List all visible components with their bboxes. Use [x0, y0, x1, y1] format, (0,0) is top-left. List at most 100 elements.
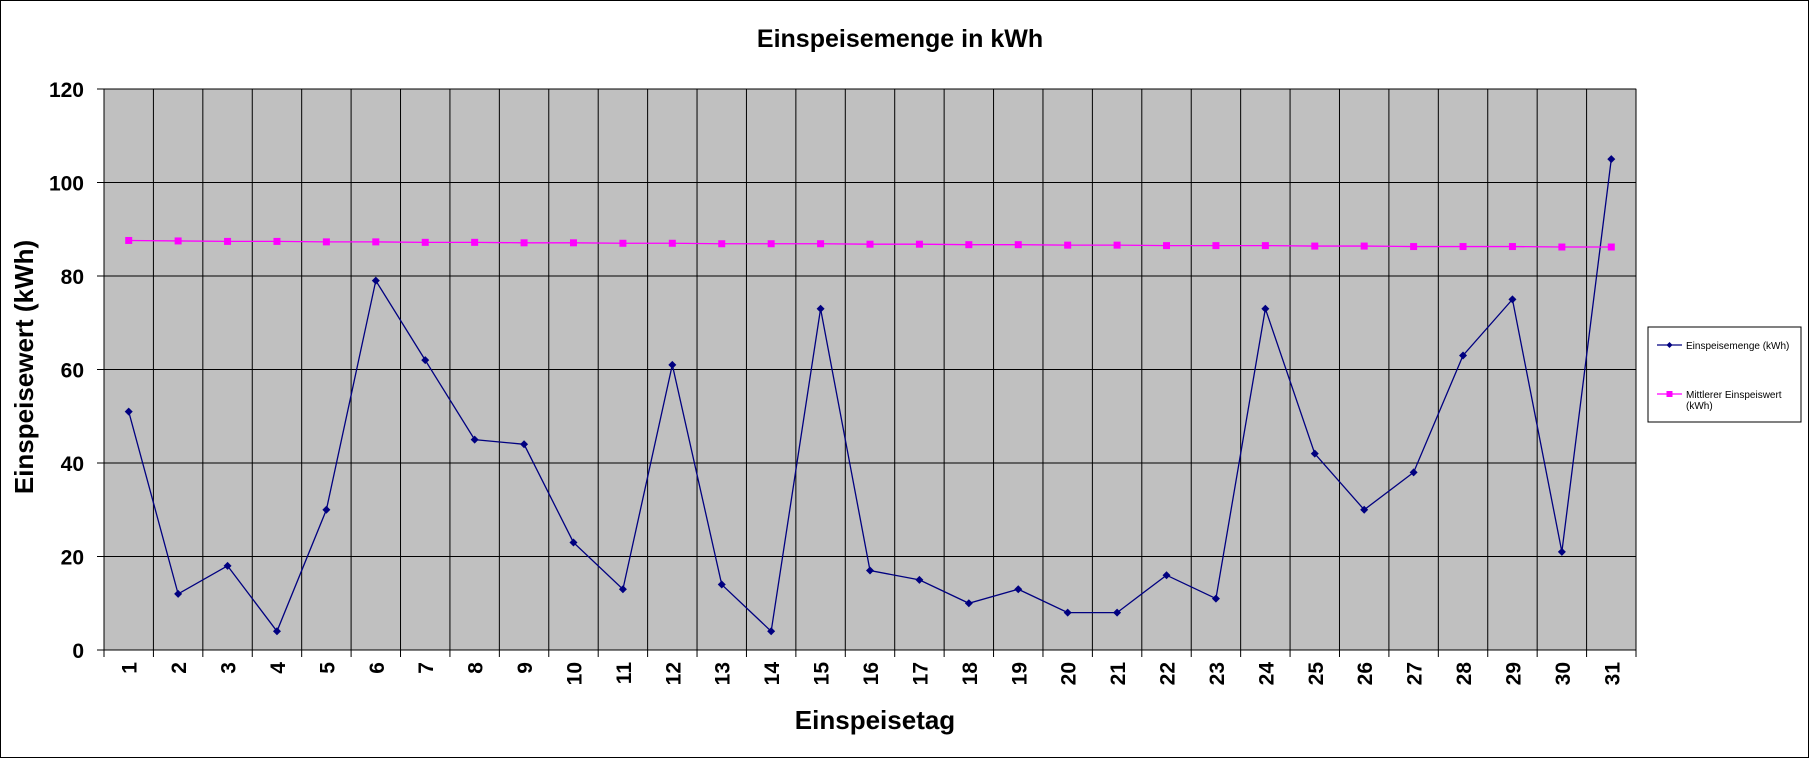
data-point: [322, 505, 331, 514]
x-tick-label: 31: [1601, 662, 1624, 686]
legend-label-line: Einspeisemenge (kWh): [1686, 341, 1789, 352]
data-point: [1557, 547, 1566, 556]
data-point: [817, 240, 825, 248]
data-point: [1311, 242, 1319, 250]
legend-label: Einspeisemenge (kWh): [1686, 341, 1789, 352]
vertical-gridlines: [103, 89, 1637, 657]
data-point: [619, 239, 627, 247]
data-point: [371, 276, 380, 285]
x-tick-label: 16: [860, 662, 883, 685]
data-point: [866, 240, 874, 248]
x-tick-label: 25: [1305, 662, 1328, 686]
data-point: [125, 236, 133, 244]
data-point: [470, 435, 479, 444]
data-point: [816, 304, 825, 313]
y-tick-label: 80: [61, 266, 84, 289]
x-tick-label: 2: [168, 662, 191, 674]
y-tick-label: 40: [61, 453, 84, 476]
data-point: [1063, 608, 1072, 617]
data-point: [668, 360, 677, 369]
data-point: [1459, 243, 1467, 251]
legend-label-line: Mittlerer Einspeiswert: [1686, 390, 1782, 401]
x-tick-label: 29: [1502, 662, 1525, 685]
data-point: [1607, 155, 1616, 164]
data-point: [1310, 449, 1319, 458]
x-tick-label: 5: [316, 662, 339, 674]
data-point: [322, 238, 330, 246]
y-tick-label: 20: [61, 547, 84, 570]
legend-marker: [1666, 342, 1673, 348]
legend-box: [1647, 326, 1802, 423]
x-tick-label: 8: [465, 662, 488, 674]
data-point: [174, 237, 182, 245]
data-point: [1014, 241, 1022, 249]
y-tick-label: 120: [49, 79, 84, 102]
data-point: [1409, 468, 1418, 477]
data-point: [372, 238, 380, 246]
y-axis-title: Einspeisewert (kWh): [9, 240, 39, 494]
data-point: [569, 239, 577, 247]
x-tick-label: 13: [712, 662, 735, 685]
series-1: [124, 155, 1616, 636]
data-point: [1163, 242, 1171, 250]
data-point: [1508, 243, 1516, 251]
data-point: [1113, 241, 1121, 249]
data-point: [223, 561, 232, 570]
x-tick-label: 11: [613, 662, 636, 685]
chart-title: Einspeisemenge in kWh: [757, 25, 1043, 53]
x-tick-label: 4: [267, 662, 290, 674]
y-tick-label: 0: [72, 640, 84, 663]
x-tick-label: 18: [959, 662, 982, 686]
x-tick-label: 1: [119, 662, 142, 674]
x-tick-label: 15: [811, 662, 834, 686]
data-point: [520, 239, 528, 247]
x-tick-label: 27: [1404, 662, 1427, 685]
series-layer: [124, 155, 1616, 636]
y-tick-label: 60: [61, 360, 84, 383]
data-point: [273, 237, 281, 245]
data-point: [520, 440, 529, 449]
x-tick-label: 23: [1206, 662, 1229, 685]
x-tick-label: 12: [662, 662, 685, 685]
x-tick-label: 17: [909, 662, 932, 685]
x-tick-label: 28: [1453, 662, 1476, 686]
series-2: [125, 236, 1615, 251]
x-tick-label: 9: [514, 662, 537, 674]
x-tick-label: 6: [366, 662, 389, 674]
legend: Einspeisemenge (kWh) Mittlerer Einspeiswe…: [1647, 326, 1802, 423]
data-point: [1261, 304, 1270, 313]
data-point: [569, 538, 578, 547]
x-tick-label: 30: [1552, 662, 1575, 685]
data-point: [1014, 585, 1023, 594]
data-point: [717, 580, 726, 589]
data-point: [965, 241, 973, 249]
data-point: [224, 237, 232, 245]
x-tick-label: 24: [1255, 662, 1278, 686]
data-point: [471, 238, 479, 246]
x-tick-label: 20: [1058, 662, 1081, 685]
data-point: [124, 407, 133, 416]
data-point: [1360, 505, 1369, 514]
x-axis-title: Einspeisetag: [795, 705, 955, 735]
data-point: [767, 240, 775, 248]
legend-entry: Mittlerer Einspeiswert (kWh): [1657, 390, 1782, 412]
data-point: [272, 627, 281, 636]
x-tick-label: 19: [1008, 662, 1031, 685]
data-point: [1360, 242, 1368, 250]
x-tick-label: 26: [1354, 662, 1377, 685]
data-point: [915, 240, 923, 248]
horizontal-gridlines: [97, 88, 1636, 651]
data-point: [1162, 571, 1171, 580]
x-tick-label: 10: [563, 662, 586, 685]
x-tick-label: 7: [415, 662, 438, 674]
data-point: [1558, 243, 1566, 251]
data-point: [668, 239, 676, 247]
x-tick-label: 3: [218, 662, 241, 674]
data-point: [618, 585, 627, 594]
data-point: [1211, 594, 1220, 603]
data-point: [1607, 243, 1615, 251]
data-point: [767, 627, 776, 636]
data-point: [1508, 295, 1517, 304]
legend-marker: [1666, 391, 1673, 397]
